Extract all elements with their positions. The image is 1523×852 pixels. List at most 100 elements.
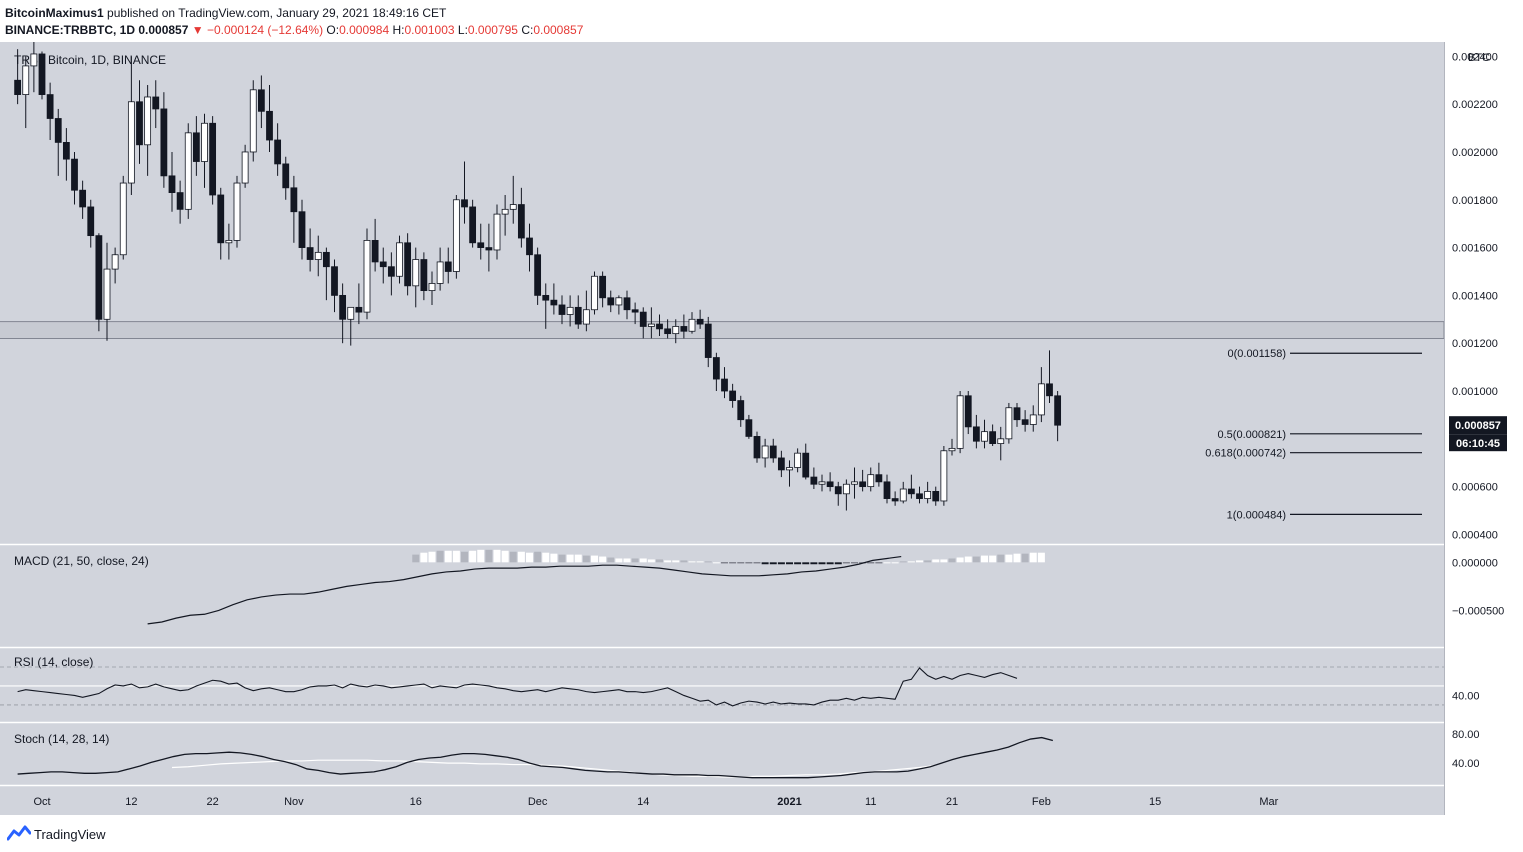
candle-body	[103, 268, 111, 320]
candle-body	[79, 189, 87, 208]
macd-axis-tick: −0.000500	[1452, 605, 1504, 617]
candle-body	[339, 294, 347, 320]
change-arrow-icon: ▼	[191, 23, 204, 37]
stoch-d-line	[171, 759, 936, 778]
candle-body	[54, 118, 62, 143]
candle-body	[818, 481, 826, 485]
candle-body	[331, 266, 338, 296]
macd-histogram-bar	[834, 562, 842, 565]
macd-histogram-bar	[696, 561, 704, 563]
author-name[interactable]: BitcoinMaximus1	[5, 6, 104, 20]
candle-body	[363, 240, 371, 313]
macd-histogram-bar	[582, 555, 590, 563]
candle-body	[721, 378, 728, 392]
macd-histogram-bar	[656, 559, 663, 563]
candle-body	[558, 304, 566, 315]
candle-body	[46, 94, 54, 119]
macd-histogram-bar	[680, 560, 688, 563]
macd-pane[interactable]: MACD (21, 50, close, 24) 0.000000 −0.00050…	[14, 549, 1504, 625]
candle-body	[176, 192, 184, 210]
candle-body	[964, 395, 972, 428]
last-price: 0.000857	[138, 23, 189, 37]
candle-body	[542, 294, 550, 301]
macd-histogram-bar	[753, 562, 761, 564]
stoch-axis-tick: 40.00	[1452, 758, 1480, 770]
candle-body	[209, 122, 217, 196]
stoch-pane[interactable]: Stoch (14, 28, 14) 80.00 40.00	[14, 729, 1480, 779]
macd-histogram-bar	[1005, 554, 1013, 563]
candle-body	[777, 457, 785, 471]
tradingview-brand[interactable]: TradingView	[34, 827, 106, 842]
candle-body	[111, 254, 119, 270]
rsi-pane[interactable]: RSI (14, close) 40.00	[0, 655, 1480, 707]
candle-body	[566, 306, 574, 315]
candle-body	[38, 53, 46, 95]
candle-body	[136, 101, 143, 146]
candle-body	[461, 199, 468, 208]
candle-body	[379, 261, 387, 268]
chart-canvas[interactable]: TRB / Bitcoin, 1D, BINANCE 0(0.001158) 0.5…	[0, 42, 1523, 815]
candle-body	[712, 357, 720, 380]
candle-body	[22, 65, 30, 95]
macd-histogram-bar	[1037, 552, 1045, 563]
candle-body	[1013, 407, 1021, 421]
candle-body	[452, 199, 460, 272]
macd-histogram-bar	[566, 554, 574, 563]
candle-body	[420, 259, 428, 292]
candle-body	[956, 395, 964, 449]
candle-body	[680, 326, 688, 332]
main-chart-title: TRB / Bitcoin, 1D, BINANCE	[14, 53, 166, 67]
macd-histogram-bar	[712, 562, 720, 564]
price-axis-tick: 0.002000	[1452, 147, 1498, 159]
candle-body	[972, 426, 980, 442]
price-axis-tick: 0.001400	[1452, 290, 1498, 302]
candle-body	[396, 242, 403, 277]
candle-body	[989, 431, 997, 444]
time-axis[interactable]: Oct 12 22 Nov 16 Dec 14 2021 11 21 Feb 15 Mar	[33, 796, 1278, 808]
macd-histogram-bar	[509, 551, 517, 563]
candle-body	[859, 481, 867, 488]
candle-body	[899, 488, 907, 502]
candle-body	[924, 491, 932, 499]
candle-body	[298, 211, 306, 248]
macd-histogram-bar	[672, 560, 680, 563]
macd-histogram-bar	[452, 550, 460, 563]
candle-body	[599, 275, 607, 299]
macd-histogram-bar	[493, 549, 501, 563]
macd-axis-tick: 0.000000	[1452, 557, 1498, 569]
candle-body	[62, 142, 70, 160]
macd-histogram-bar	[477, 549, 485, 563]
candle-body	[769, 445, 777, 459]
macd-histogram-bar	[436, 550, 444, 563]
candle-body	[95, 235, 103, 320]
fib-level-label: 0.5(0.000821)	[1218, 429, 1287, 441]
tradingview-logo-icon[interactable]	[7, 825, 31, 841]
candle-body	[883, 481, 891, 499]
macd-histogram-bar	[981, 555, 988, 563]
candle-body	[664, 328, 672, 335]
macd-histogram-bar	[526, 552, 533, 563]
candle-body	[1005, 407, 1013, 440]
candle-body	[387, 266, 395, 277]
time-axis-tick: Mar	[1259, 796, 1278, 808]
price-axis-tick: 0.001200	[1452, 338, 1498, 350]
candle-body	[591, 275, 598, 311]
time-axis-tick: 15	[1149, 796, 1161, 808]
candle-body	[1021, 419, 1029, 425]
candle-body	[412, 259, 420, 287]
candle-body	[656, 323, 663, 330]
candle-body	[810, 476, 818, 485]
macd-histogram-bar	[1021, 553, 1029, 563]
macd-histogram-bar	[948, 558, 956, 563]
macd-histogram-bar	[517, 551, 525, 563]
macd-histogram-bar	[964, 556, 972, 563]
macd-histogram-bar	[842, 562, 850, 564]
price-axis-tick: 0.000400	[1452, 529, 1498, 541]
main-price-pane[interactable]: TRB / Bitcoin, 1D, BINANCE 0(0.001158) 0.5…	[0, 42, 1507, 541]
macd-histogram-bar	[891, 562, 899, 564]
time-axis-tick: Nov	[284, 796, 304, 808]
symbol-label: BINANCE:TRBBTC, 1D	[5, 23, 135, 37]
price-axis-tick: 0.001600	[1452, 243, 1498, 255]
macd-histogram-bar	[1029, 552, 1037, 563]
macd-line	[147, 555, 902, 625]
